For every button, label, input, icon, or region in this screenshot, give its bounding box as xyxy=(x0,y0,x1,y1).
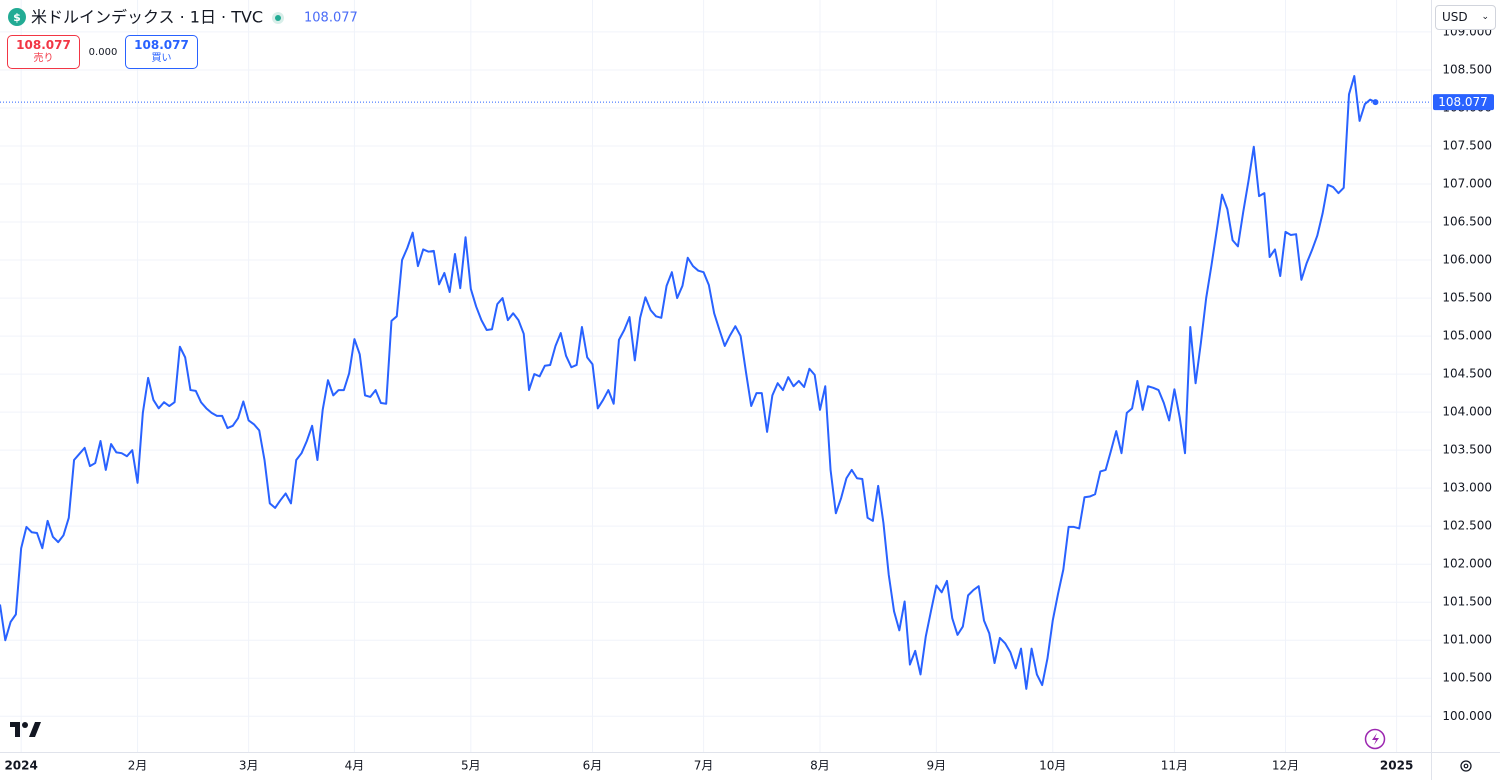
spread: 0.000 xyxy=(89,47,118,58)
x-tick-label: 4月 xyxy=(345,759,365,773)
y-tick-label: 100.500 xyxy=(1442,671,1492,685)
sell-button[interactable]: 108.077 売り xyxy=(7,35,80,69)
y-tick-label: 105.500 xyxy=(1442,291,1492,305)
axes: 100.000 100.500 101.000 101.500 102.000 102.5… xyxy=(4,24,1494,773)
y-tick-label: 104.500 xyxy=(1442,367,1492,381)
symbol-icon xyxy=(8,8,26,26)
sell-label: 売り xyxy=(33,53,54,64)
currency: USD xyxy=(1442,10,1468,24)
y-tick-label: 106.500 xyxy=(1442,215,1492,229)
y-tick-label: 106.000 xyxy=(1442,253,1492,267)
buy-button[interactable]: 108.077 買い xyxy=(125,35,198,69)
x-tick-label: 2月 xyxy=(128,759,148,773)
grid xyxy=(0,0,1431,752)
status-dot xyxy=(275,15,281,21)
plot xyxy=(0,75,1431,690)
y-tick-label: 104.000 xyxy=(1442,405,1492,419)
x-tick-label: 10月 xyxy=(1039,759,1066,773)
x-tick-label: 12月 xyxy=(1272,759,1299,773)
y-tick-label: 105.000 xyxy=(1442,329,1492,343)
y-tick-label: 100.000 xyxy=(1442,709,1492,723)
y-tick-label: 103.500 xyxy=(1442,443,1492,457)
last-point xyxy=(1372,99,1379,106)
logo-part xyxy=(22,722,28,728)
lightning-button[interactable] xyxy=(1364,728,1386,750)
x-tick-label: 7月 xyxy=(694,759,714,773)
buy-price: 108.077 xyxy=(134,38,189,52)
y-tick-label: 102.000 xyxy=(1442,557,1492,571)
y-tick-label: 101.500 xyxy=(1442,595,1492,609)
x-tick-label: 2025 xyxy=(1380,759,1413,773)
sell-price: 108.077 xyxy=(16,38,71,52)
settings-button[interactable] xyxy=(1460,760,1472,772)
x-tick-label: 5月 xyxy=(461,759,481,773)
y-tick-label: 108.500 xyxy=(1442,62,1492,76)
x-tick-label: 3月 xyxy=(239,759,259,773)
tv-logo xyxy=(10,722,41,737)
last-price-tag-label: 108.077 xyxy=(1438,95,1488,109)
lightning-icon xyxy=(1372,733,1379,745)
x-tick-label: 11月 xyxy=(1161,759,1188,773)
logo-part xyxy=(10,722,20,737)
chart-title: 米ドルインデックス · 1日 · TVC xyxy=(31,8,263,27)
dropdown-arrow: ⌄ xyxy=(1481,12,1489,22)
symbol-icon-glyph: $ xyxy=(13,11,21,24)
logo-part xyxy=(29,722,41,737)
settings-icon xyxy=(1463,763,1469,769)
y-tick-label: 107.500 xyxy=(1442,138,1492,152)
y-tick-label: 107.000 xyxy=(1442,177,1492,191)
y-tick-label: 103.000 xyxy=(1442,481,1492,495)
x-tick-label: 2024 xyxy=(4,759,37,773)
y-tick-label: 101.000 xyxy=(1442,633,1492,647)
buy-label: 買い xyxy=(151,53,172,64)
x-tick-label: 8月 xyxy=(810,759,830,773)
x-tick-label: 6月 xyxy=(583,759,603,773)
x-tick-label: 9月 xyxy=(927,759,947,773)
price-line xyxy=(0,75,1376,690)
y-tick-label: 102.500 xyxy=(1442,519,1492,533)
currency-select[interactable]: USD ⌄ xyxy=(1435,5,1496,30)
last-price: 108.077 xyxy=(304,11,358,26)
last-price-tag xyxy=(1433,94,1494,111)
